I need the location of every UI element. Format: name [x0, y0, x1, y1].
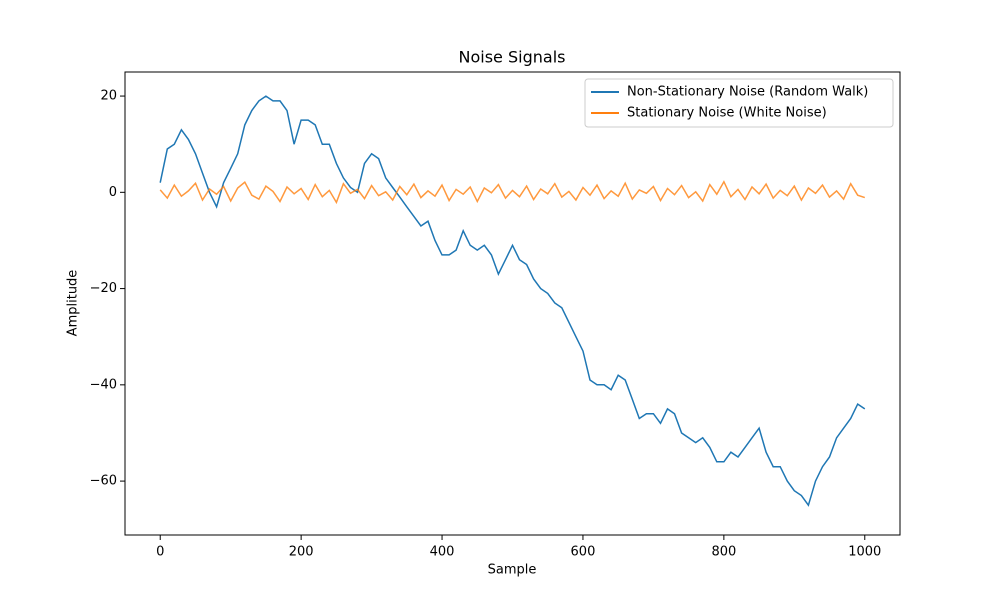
- x-tick-label: 600: [571, 545, 596, 560]
- x-axis-label: Sample: [488, 563, 537, 578]
- x-tick-label: 800: [711, 545, 736, 560]
- y-tick-label: −20: [90, 281, 117, 296]
- plot-frame: [124, 71, 901, 536]
- x-tick-label: 200: [289, 545, 314, 560]
- legend-box: [584, 78, 894, 128]
- y-tick-label: 0: [109, 185, 117, 200]
- y-tick-label: −40: [90, 377, 117, 392]
- y-axis-label: Amplitude: [66, 270, 81, 337]
- series-line: [159, 180, 866, 205]
- y-tick-label: 20: [100, 89, 117, 104]
- legend-label: Non-Stationary Noise (Random Walk): [627, 85, 868, 100]
- series-line: [159, 95, 866, 507]
- chart-title: Noise Signals: [459, 48, 566, 67]
- x-tick-label: 1000: [848, 545, 881, 560]
- y-tick-label: −60: [90, 474, 117, 489]
- x-tick-label: 0: [156, 545, 164, 560]
- x-tick-label: 400: [430, 545, 455, 560]
- legend-label: Stationary Noise (White Noise): [627, 106, 827, 121]
